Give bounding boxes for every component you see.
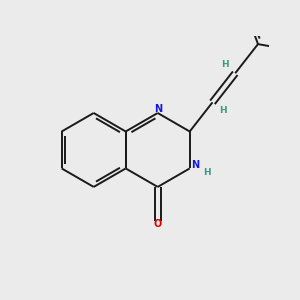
Text: N: N <box>154 104 162 114</box>
Text: H: H <box>219 106 227 115</box>
Text: H: H <box>204 168 211 177</box>
Text: H: H <box>221 60 228 69</box>
Text: O: O <box>154 219 162 229</box>
Text: N: N <box>191 160 199 170</box>
